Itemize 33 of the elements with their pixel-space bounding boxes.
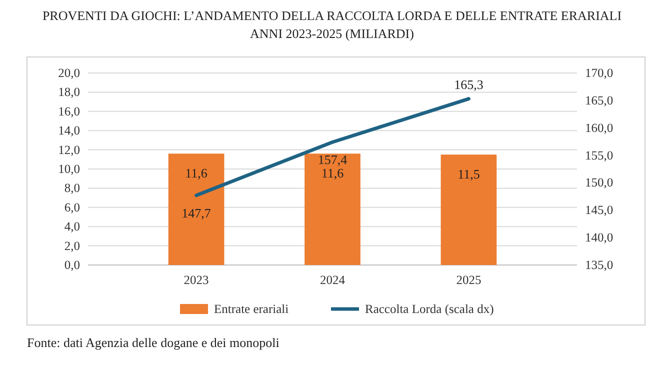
y-tick-label: 16,0 [58,104,80,118]
y2-tick-label: 160,0 [585,120,614,135]
y-tick-label: 4,0 [64,220,80,234]
data-label: 11,6 [185,166,208,181]
y-tick-label: 0,0 [64,258,80,272]
y-tick-label: 6,0 [64,200,80,214]
chart-subtitle: ANNI 2023-2025 (MILIARDI) [250,26,414,41]
y-tick-label: 20,0 [58,66,80,80]
y2-tick-label: 140,0 [585,230,614,245]
data-label: 11,6 [321,166,344,181]
x-tick-label: 2023 [184,273,209,287]
legend-label: Entrate erariali [214,302,290,316]
data-label: 165,3 [454,76,484,92]
data-label: 157,4 [318,152,348,168]
y-tick-label: 18,0 [58,85,80,100]
y2-tick-label: 155,0 [585,148,614,162]
x-tick-label: 2025 [456,273,482,287]
data-label: 147,7 [182,205,212,220]
legend-label: Raccolta Lorda (scala dx) [365,302,494,316]
data-label: 11,5 [458,166,480,182]
y2-tick-label: 145,0 [585,203,614,218]
y-tick-label: 12,0 [58,142,80,157]
y-tick-label: 10,0 [58,162,80,176]
y-tick-label: 14,0 [58,124,80,138]
source-note: Fonte: dati Agenzia delle dogane e dei monopoli [27,335,280,350]
x-tick-label: 2024 [320,273,346,287]
y2-tick-label: 170,0 [585,66,614,80]
chart-title: PROVENTI DA GIOCHI: L’ANDAMENTO DELLA RACCOLTA LORDA E DELLE ENTRATE ERARIALI [42,8,622,23]
y2-tick-label: 150,0 [585,176,614,190]
y2-tick-label: 165,0 [585,93,614,108]
y-tick-label: 8,0 [64,181,80,196]
y2-tick-label: 135,0 [585,258,614,272]
y-tick-label: 2,0 [64,238,80,253]
